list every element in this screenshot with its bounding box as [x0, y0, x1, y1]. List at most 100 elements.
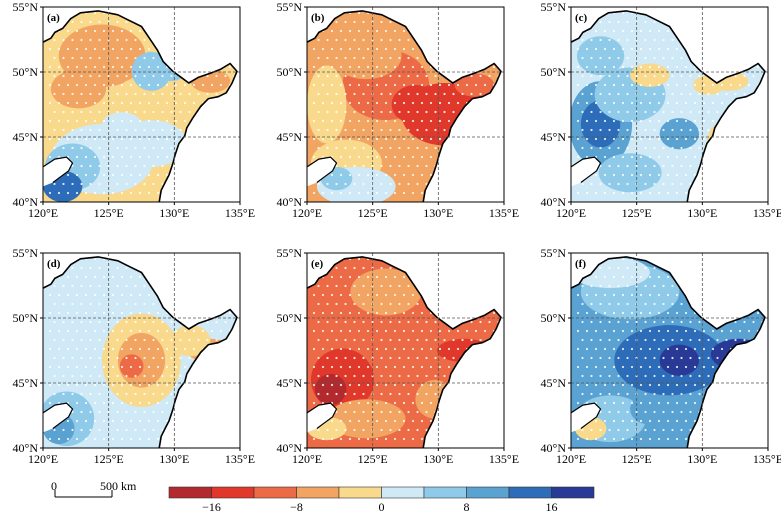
colorbar-tick-label: 0	[379, 500, 385, 513]
panel-frame	[306, 6, 505, 203]
region-boundary	[306, 256, 502, 449]
scale-bar-start-label: 0	[51, 479, 57, 493]
colorbar-swatch	[253, 486, 297, 499]
lat-tick-label: 55°N	[541, 0, 567, 14]
lon-tick-label: 130°E	[687, 206, 717, 220]
graticule	[571, 7, 768, 202]
colorbar-swatch	[551, 486, 595, 499]
graticule	[43, 7, 240, 202]
bay-water	[571, 403, 601, 433]
lat-tick-label: 50°N	[277, 311, 303, 325]
bay-water	[571, 157, 601, 187]
field-contour	[314, 373, 347, 406]
bay-coastline	[42, 156, 74, 183]
panel-frame	[306, 252, 505, 449]
lat-tick-label: 40°N	[541, 195, 567, 209]
lat-tick-label: 50°N	[541, 65, 567, 79]
region-boundary	[42, 256, 238, 449]
colorbar-swatch	[168, 486, 212, 499]
bay-coastline	[42, 402, 74, 429]
lat-tick-label: 50°N	[277, 65, 303, 79]
lat-tick-label: 40°N	[277, 441, 303, 455]
lon-tick-label: 130°E	[159, 206, 189, 220]
bay-water	[43, 157, 73, 187]
lat-tick-label: 40°N	[277, 195, 303, 209]
lon-tick-label: 120°E	[292, 206, 322, 220]
region-boundary	[42, 10, 238, 203]
lon-tick-label: 130°E	[423, 206, 453, 220]
map-panel-d: (d) 120°E 125°E 130°E 135°E 55°N 50°N 45°N 40°N	[13, 246, 256, 466]
field-contour	[397, 332, 453, 388]
lon-tick-label: 125°E	[94, 452, 124, 466]
lat-tick-label: 40°N	[13, 195, 39, 209]
lat-tick-label: 55°N	[277, 0, 303, 14]
lat-tick-label: 40°N	[13, 441, 39, 455]
graticule	[571, 253, 768, 448]
panel-label: (c)	[575, 12, 588, 24]
colorbar-swatch	[423, 486, 467, 499]
field-contour	[119, 354, 144, 378]
lat-tick-label: 55°N	[13, 246, 39, 260]
lat-tick-label: 45°N	[541, 376, 567, 390]
panel-frame	[570, 6, 769, 203]
lon-tick-label: 125°E	[358, 206, 388, 220]
field-contour	[82, 295, 122, 328]
lon-tick-label: 120°E	[28, 452, 58, 466]
colorbar-swatch	[338, 486, 382, 499]
lon-tick-label: 120°E	[28, 206, 58, 220]
graticule	[43, 253, 240, 448]
lon-tick-label: 135°E	[225, 452, 255, 466]
map-panel-a: (a) 120°E 125°E 130°E 135°E 55°N 50°N 45°N 40°N	[13, 0, 256, 220]
map-panel-e: (e) 120°E 125°E 130°E 135°E 55°N 50°N 45°N 40°N	[277, 246, 520, 466]
colorbar-tick-label: 8	[464, 500, 470, 513]
lon-tick-label: 135°E	[753, 452, 781, 466]
panels: (a)120°E 125°E 130°E 135°E55°N50°N45°N40°N(…	[13, 0, 781, 466]
panel-label: (f)	[575, 258, 586, 270]
lat-tick-label: 45°N	[13, 130, 39, 144]
colorbar-tick-label: −16	[202, 500, 221, 513]
colorbar-swatch	[508, 486, 552, 499]
scale-bar: 0 500 km	[51, 479, 137, 498]
lat-tick-label: 50°N	[13, 311, 39, 325]
lon-tick-label: 125°E	[358, 452, 388, 466]
lon-tick-label: 135°E	[225, 206, 255, 220]
panel-label: (b)	[311, 12, 325, 24]
bay-coastline	[306, 156, 338, 183]
lon-tick-label: 130°E	[687, 452, 717, 466]
lon-tick-label: 120°E	[556, 452, 586, 466]
field-contour	[350, 268, 422, 316]
colorbar-swatch	[466, 486, 510, 499]
lat-tick-label: 45°N	[277, 376, 303, 390]
field-contour	[115, 75, 187, 115]
map-panel-f: (f) 120°E 125°E 130°E 135°E 55°N 50°N 45°N 40°N	[541, 246, 781, 466]
map-panel-c: (c) 120°E 125°E 130°E 135°E 55°N 50°N 45°N 40°N	[541, 0, 781, 220]
bay-coastline	[306, 402, 338, 429]
lon-tick-label: 130°E	[423, 452, 453, 466]
field-contour	[576, 36, 625, 76]
region-boundary	[306, 10, 502, 203]
lat-tick-label: 55°N	[13, 0, 39, 14]
lon-tick-label: 125°E	[94, 206, 124, 220]
bay-water	[307, 403, 337, 433]
colorbar: −16 −8 0 8 16	[168, 486, 595, 513]
lat-tick-label: 45°N	[277, 130, 303, 144]
lon-tick-label: 135°E	[489, 206, 519, 220]
lat-tick-label: 50°N	[13, 65, 39, 79]
field-contour	[330, 32, 402, 80]
map-panel-b: (b) 120°E 125°E 130°E 135°E 55°N 50°N 45°N 40°N	[277, 0, 520, 220]
panel-frame	[42, 252, 241, 449]
scale-bar-end-label: 500 km	[100, 479, 137, 493]
colorbar-swatch	[296, 486, 340, 499]
lon-tick-label: 120°E	[292, 452, 322, 466]
field-contour	[630, 63, 670, 87]
lon-tick-label: 125°E	[622, 206, 652, 220]
field-contour	[171, 325, 211, 357]
lon-tick-label: 130°E	[159, 452, 189, 466]
panel-frame	[42, 6, 241, 203]
bay-coastline	[570, 402, 602, 429]
field-contour	[50, 69, 107, 109]
bay-water	[307, 157, 337, 187]
region-boundary	[570, 256, 766, 449]
bay-water	[43, 403, 73, 433]
